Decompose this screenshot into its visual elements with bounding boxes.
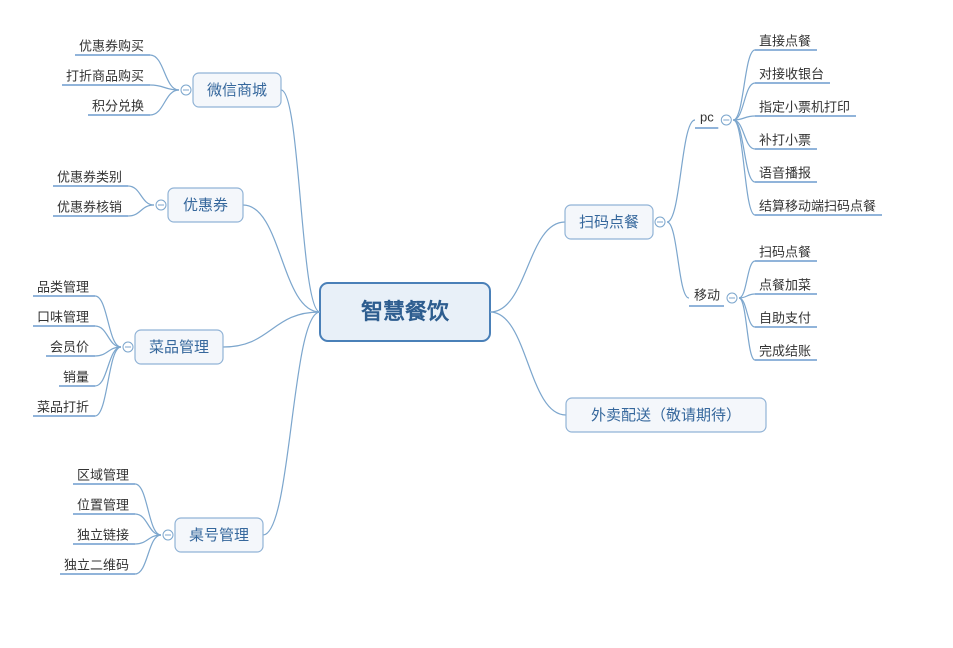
branch-label: 外卖配送（敬请期待） [591, 407, 741, 424]
connector [490, 222, 565, 312]
leaf-label: 菜品打折 [37, 399, 89, 414]
connector [739, 298, 755, 360]
subgroup-label: 移动 [694, 287, 720, 302]
leaf-label: 口味管理 [37, 309, 89, 324]
connector [739, 298, 755, 327]
leaf-label: 结算移动端扫码点餐 [759, 198, 876, 213]
connector [243, 205, 320, 312]
leaf-label: 指定小票机打印 [759, 99, 850, 114]
connector [490, 312, 566, 415]
connector [128, 205, 154, 216]
leaf-label: 位置管理 [77, 497, 129, 512]
connector [739, 261, 755, 298]
leaf-label: 独立链接 [77, 527, 129, 542]
branch-label: 微信商城 [207, 82, 267, 99]
branch-label: 扫码点餐 [579, 214, 639, 231]
leaf-label: 优惠券购买 [79, 38, 144, 53]
connector [95, 296, 121, 347]
connector [95, 326, 121, 347]
leaf-label: 区域管理 [77, 467, 129, 482]
mindmap-canvas: 智慧餐饮 微信商城 优惠券购买打折商品购买积分兑换优惠券 优惠券类别优惠券核销菜品管理… [0, 0, 953, 648]
connector [263, 312, 320, 535]
branch-label: 优惠券 [183, 197, 228, 214]
connector [135, 535, 161, 574]
connector [150, 85, 179, 90]
leaf-label: 销量 [63, 369, 89, 384]
connector [135, 514, 161, 535]
connector [223, 312, 320, 347]
branch-label: 菜品管理 [149, 339, 209, 356]
subgroup-label: pc [700, 109, 714, 124]
leaf-label: 会员价 [50, 339, 89, 354]
leaf-label: 打折商品购买 [66, 68, 144, 83]
connector [150, 90, 179, 115]
leaf-label: 补打小票 [759, 132, 811, 147]
leaf-label: 独立二维码 [64, 557, 129, 572]
leaf-label: 直接点餐 [759, 33, 811, 48]
leaf-label: 优惠券核销 [57, 199, 122, 214]
leaf-label: 对接收银台 [759, 66, 824, 81]
branch-label: 桌号管理 [189, 527, 249, 544]
leaf-label: 品类管理 [37, 279, 89, 294]
connector [95, 347, 121, 416]
leaf-label: 优惠券类别 [57, 169, 122, 184]
leaf-label: 完成结账 [759, 343, 811, 358]
connector [128, 186, 154, 205]
leaf-label: 扫码点餐 [759, 244, 811, 259]
connector [281, 90, 320, 312]
connector [667, 222, 689, 298]
leaf-label: 自助支付 [759, 310, 811, 325]
leaf-label: 点餐加菜 [759, 277, 811, 292]
leaf-label: 语音播报 [759, 165, 811, 180]
leaf-label: 积分兑换 [92, 98, 144, 113]
connector [135, 484, 161, 535]
root-label: 智慧餐饮 [361, 299, 450, 324]
connector [667, 120, 695, 222]
